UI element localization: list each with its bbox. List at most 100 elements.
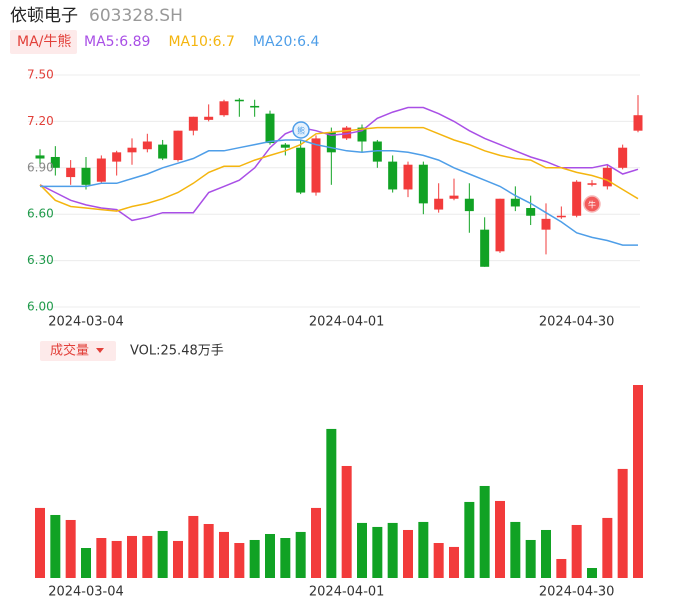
volume-bar	[188, 515, 199, 578]
candle-body	[449, 195, 459, 199]
volume-label: VOL:25.48万手	[130, 344, 224, 359]
x-tick-label: 2024-04-30	[539, 315, 615, 330]
bear-icon-label: 熊	[297, 126, 305, 136]
volume-bar	[587, 568, 597, 578]
ma-legend: MA5:6.89	[84, 34, 150, 50]
volume-bar	[541, 529, 551, 578]
volume-bar	[65, 519, 76, 578]
candle-body	[541, 218, 551, 230]
candle-body	[418, 164, 428, 204]
ma-line	[39, 106, 639, 222]
candle-body	[510, 198, 520, 207]
candle-body	[526, 208, 536, 216]
candle-body	[633, 115, 643, 131]
volume-bar	[249, 539, 260, 578]
volume-bar	[571, 524, 582, 578]
candle-body	[296, 147, 306, 193]
candle-body	[495, 198, 505, 252]
volume-bar	[234, 543, 245, 578]
volume-bar	[173, 540, 183, 578]
candle-body	[342, 127, 352, 139]
candle-body	[66, 167, 76, 178]
y-tick-label: 6.30	[27, 253, 54, 267]
volume-bar	[341, 465, 352, 578]
volume-button[interactable]	[40, 341, 116, 361]
volume-bar	[127, 535, 137, 578]
volume-bar	[357, 522, 367, 578]
y-tick-label: 6.00	[27, 300, 54, 314]
candle-body	[311, 138, 321, 193]
x-tick-label: 2024-04-01	[309, 585, 385, 600]
candle-body	[587, 183, 597, 185]
candle-body	[50, 156, 60, 168]
ma-button[interactable]	[10, 30, 77, 54]
volume-bar	[433, 543, 444, 578]
candle-body	[81, 167, 91, 185]
x-tick-label: 2024-03-04	[48, 315, 124, 330]
candle-body	[357, 127, 367, 142]
candle-body	[326, 132, 336, 153]
candle-body	[112, 152, 122, 162]
ma-line	[39, 126, 639, 212]
volume-bar	[326, 428, 337, 578]
candle-body	[480, 229, 490, 267]
volume-bar	[556, 558, 567, 578]
candle-body	[372, 141, 382, 162]
volume-bar	[203, 523, 214, 578]
x-tick-label: 2024-04-30	[539, 585, 615, 600]
volume-bar	[479, 485, 490, 578]
candle-body	[173, 130, 183, 161]
volume-bar	[418, 521, 429, 578]
volume-bar	[387, 522, 398, 578]
volume-bar	[311, 507, 321, 578]
volume-bar	[111, 540, 122, 578]
candle-body	[234, 99, 244, 102]
volume-bar	[219, 531, 229, 578]
volume-bar	[464, 501, 475, 578]
volume-bar	[280, 538, 291, 578]
candle-body	[219, 101, 229, 116]
stock-code: 603328.SH	[89, 6, 183, 26]
volume-bar	[403, 529, 413, 578]
candle-body	[434, 198, 444, 210]
volume-bar	[265, 533, 275, 578]
volume-bar	[449, 546, 459, 578]
candle-body	[556, 215, 566, 218]
candle-body	[572, 181, 582, 216]
stock-name: 依顿电子	[10, 6, 78, 26]
volume-bar	[495, 500, 505, 578]
candle-body	[403, 164, 413, 190]
x-tick-label: 2024-04-01	[309, 315, 385, 330]
candle-body	[204, 116, 214, 120]
x-tick-label: 2024-03-04	[48, 585, 124, 600]
volume-bar	[602, 517, 613, 578]
candle-body	[250, 105, 260, 108]
candle-body	[188, 116, 198, 131]
candle-body	[35, 155, 45, 159]
volume-bar	[633, 385, 643, 578]
y-tick-label: 7.20	[27, 114, 54, 128]
y-tick-label: 7.50	[27, 68, 54, 82]
volume-bar	[157, 530, 168, 578]
volume-bar	[510, 521, 521, 578]
ma-line	[40, 139, 638, 246]
candle-body	[464, 198, 474, 212]
volume-bar	[50, 514, 61, 578]
dropdown-arrow	[96, 348, 104, 353]
candle-body	[127, 147, 137, 153]
volume-bar	[81, 548, 91, 578]
candle-body	[265, 113, 275, 144]
candle-body	[158, 144, 168, 159]
bull-icon-label: 牛	[588, 200, 596, 210]
volume-bar	[295, 531, 306, 578]
ma-button-label[interactable]: MA/牛熊	[17, 34, 71, 50]
bull-icon	[583, 195, 601, 213]
y-tick-label: 6.90	[27, 160, 54, 174]
candle-body	[142, 141, 152, 150]
candle-body	[618, 147, 628, 168]
ma-legend: MA10:6.7	[168, 34, 234, 50]
volume-bar	[142, 535, 153, 578]
volume-button-label[interactable]: 成交量	[50, 343, 89, 359]
y-tick-label: 6.60	[27, 207, 54, 221]
